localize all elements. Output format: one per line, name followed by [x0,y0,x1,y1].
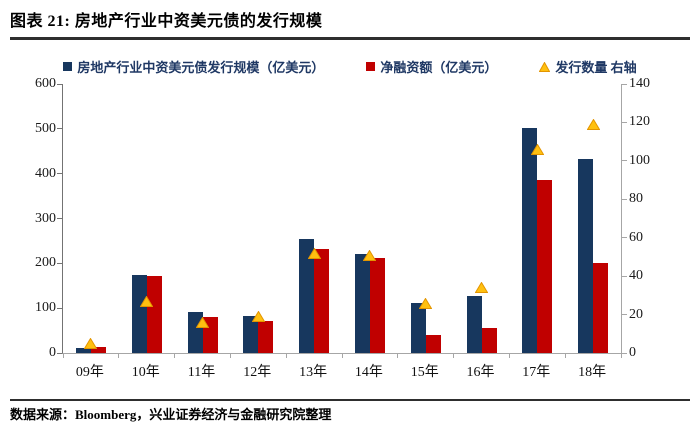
chart-legend: 房地产行业中资美元债发行规模（亿美元） 净融资额（亿美元） 发行数量 右轴 [0,57,700,76]
right-axis-tick [622,237,627,239]
x-axis-tick [453,354,455,358]
blue-square-icon [63,62,73,71]
legend-item-issuance: 房地产行业中资美元债发行规模（亿美元） [63,57,324,76]
bar-net-financing [369,258,385,353]
x-axis-category-label: 13年 [299,365,328,380]
bar-issuance [243,315,259,353]
x-axis-category-label: 15年 [410,365,439,380]
right-axis-label: 60 [629,229,643,245]
left-axis-tick [57,83,62,85]
left-axis-label: 300 [35,210,56,226]
x-axis-category-label: 11年 [187,365,216,380]
right-axis-label: 80 [629,191,643,207]
bar-issuance [75,347,91,353]
x-axis-category-label: 10年 [131,365,160,380]
left-axis-label: 0 [49,345,56,360]
right-axis-label: 140 [629,76,650,91]
left-axis-label: 400 [35,165,56,181]
count-marker-icon [586,118,600,130]
bar-net-financing [314,249,330,353]
bar-net-financing [90,346,106,353]
bar-issuance [578,158,594,353]
right-axis-label: 20 [629,306,643,322]
bar-issuance [131,275,147,353]
x-axis-tick [564,354,566,358]
count-marker-icon [251,311,265,322]
left-axis-label: 200 [35,255,56,271]
x-axis-tick [397,354,399,358]
x-axis-tick [508,354,510,358]
left-axis-tick [57,262,62,264]
left-axis-tick [57,352,62,354]
x-axis-tick [118,354,120,358]
left-axis-tick [57,128,62,130]
bar-net-financing [593,263,609,353]
legend-item-count: 发行数量 右轴 [539,57,637,76]
bar-issuance [354,254,370,353]
x-axis-tick [62,354,64,358]
count-marker-icon [530,143,544,155]
left-axis-label: 600 [35,76,56,91]
x-axis-category-label: 09年 [75,365,104,380]
x-axis-tick [285,354,287,358]
page-title: 图表 21: 房地产行业中资美元债的发行规模 [10,13,323,30]
right-axis-tick [622,275,627,277]
bar-net-financing [258,321,274,353]
footer-divider [10,399,690,401]
right-axis-tick [622,160,627,162]
right-axis-label: 120 [629,114,650,130]
count-marker-icon [475,282,488,294]
count-marker-icon [84,337,98,349]
x-axis-tick [341,354,343,358]
right-axis-tick [622,121,627,123]
legend-label: 净融资额（亿美元） [380,60,498,75]
bar-issuance [299,238,315,353]
right-axis-tick [622,352,627,354]
x-axis-category-label: 18年 [578,365,607,380]
x-axis-category-label: 16年 [466,365,495,380]
legend-label: 发行数量 右轴 [555,60,637,75]
bar-net-financing [537,179,553,353]
right-axis-label: 0 [629,345,636,360]
bar-net-financing [146,275,162,353]
x-axis-tick [620,354,622,358]
count-marker-icon [140,295,154,307]
bar-net-financing [425,335,441,353]
left-axis-label: 100 [35,300,56,316]
left-axis-tick [57,218,62,219]
bar-issuance [187,311,203,353]
x-axis-category-label: 14年 [354,365,383,380]
data-source: 数据来源：Bloomberg，兴业证券经济与金融研究院整理 [10,407,332,422]
right-axis-tick [622,198,627,200]
count-marker-icon [196,316,209,328]
left-axis-label: 500 [35,120,56,136]
count-marker-icon [363,249,377,261]
right-axis-tick [622,314,627,316]
x-axis-category-label: 12年 [243,365,272,380]
bar-issuance [410,303,426,353]
x-axis-tick [174,354,176,358]
right-axis-label: 40 [629,268,643,284]
left-axis-tick [57,307,62,309]
bar-issuance [466,296,482,353]
x-axis-category-label: 17年 [522,365,551,380]
bar-net-financing [481,327,497,353]
title-divider [10,37,690,40]
left-axis-tick [57,173,62,175]
legend-item-net: 净融资额（亿美元） [366,57,497,76]
legend-label: 房地产行业中资美元债发行规模（亿美元） [77,60,325,75]
count-marker-icon [307,247,321,259]
red-square-icon [366,62,376,71]
x-axis-tick [229,354,231,358]
right-axis-tick [622,83,627,85]
bar-issuance [522,127,538,353]
plot-area [57,83,627,358]
right-axis-label: 100 [629,152,650,168]
triangle-icon [539,61,551,72]
count-marker-icon [419,297,433,309]
